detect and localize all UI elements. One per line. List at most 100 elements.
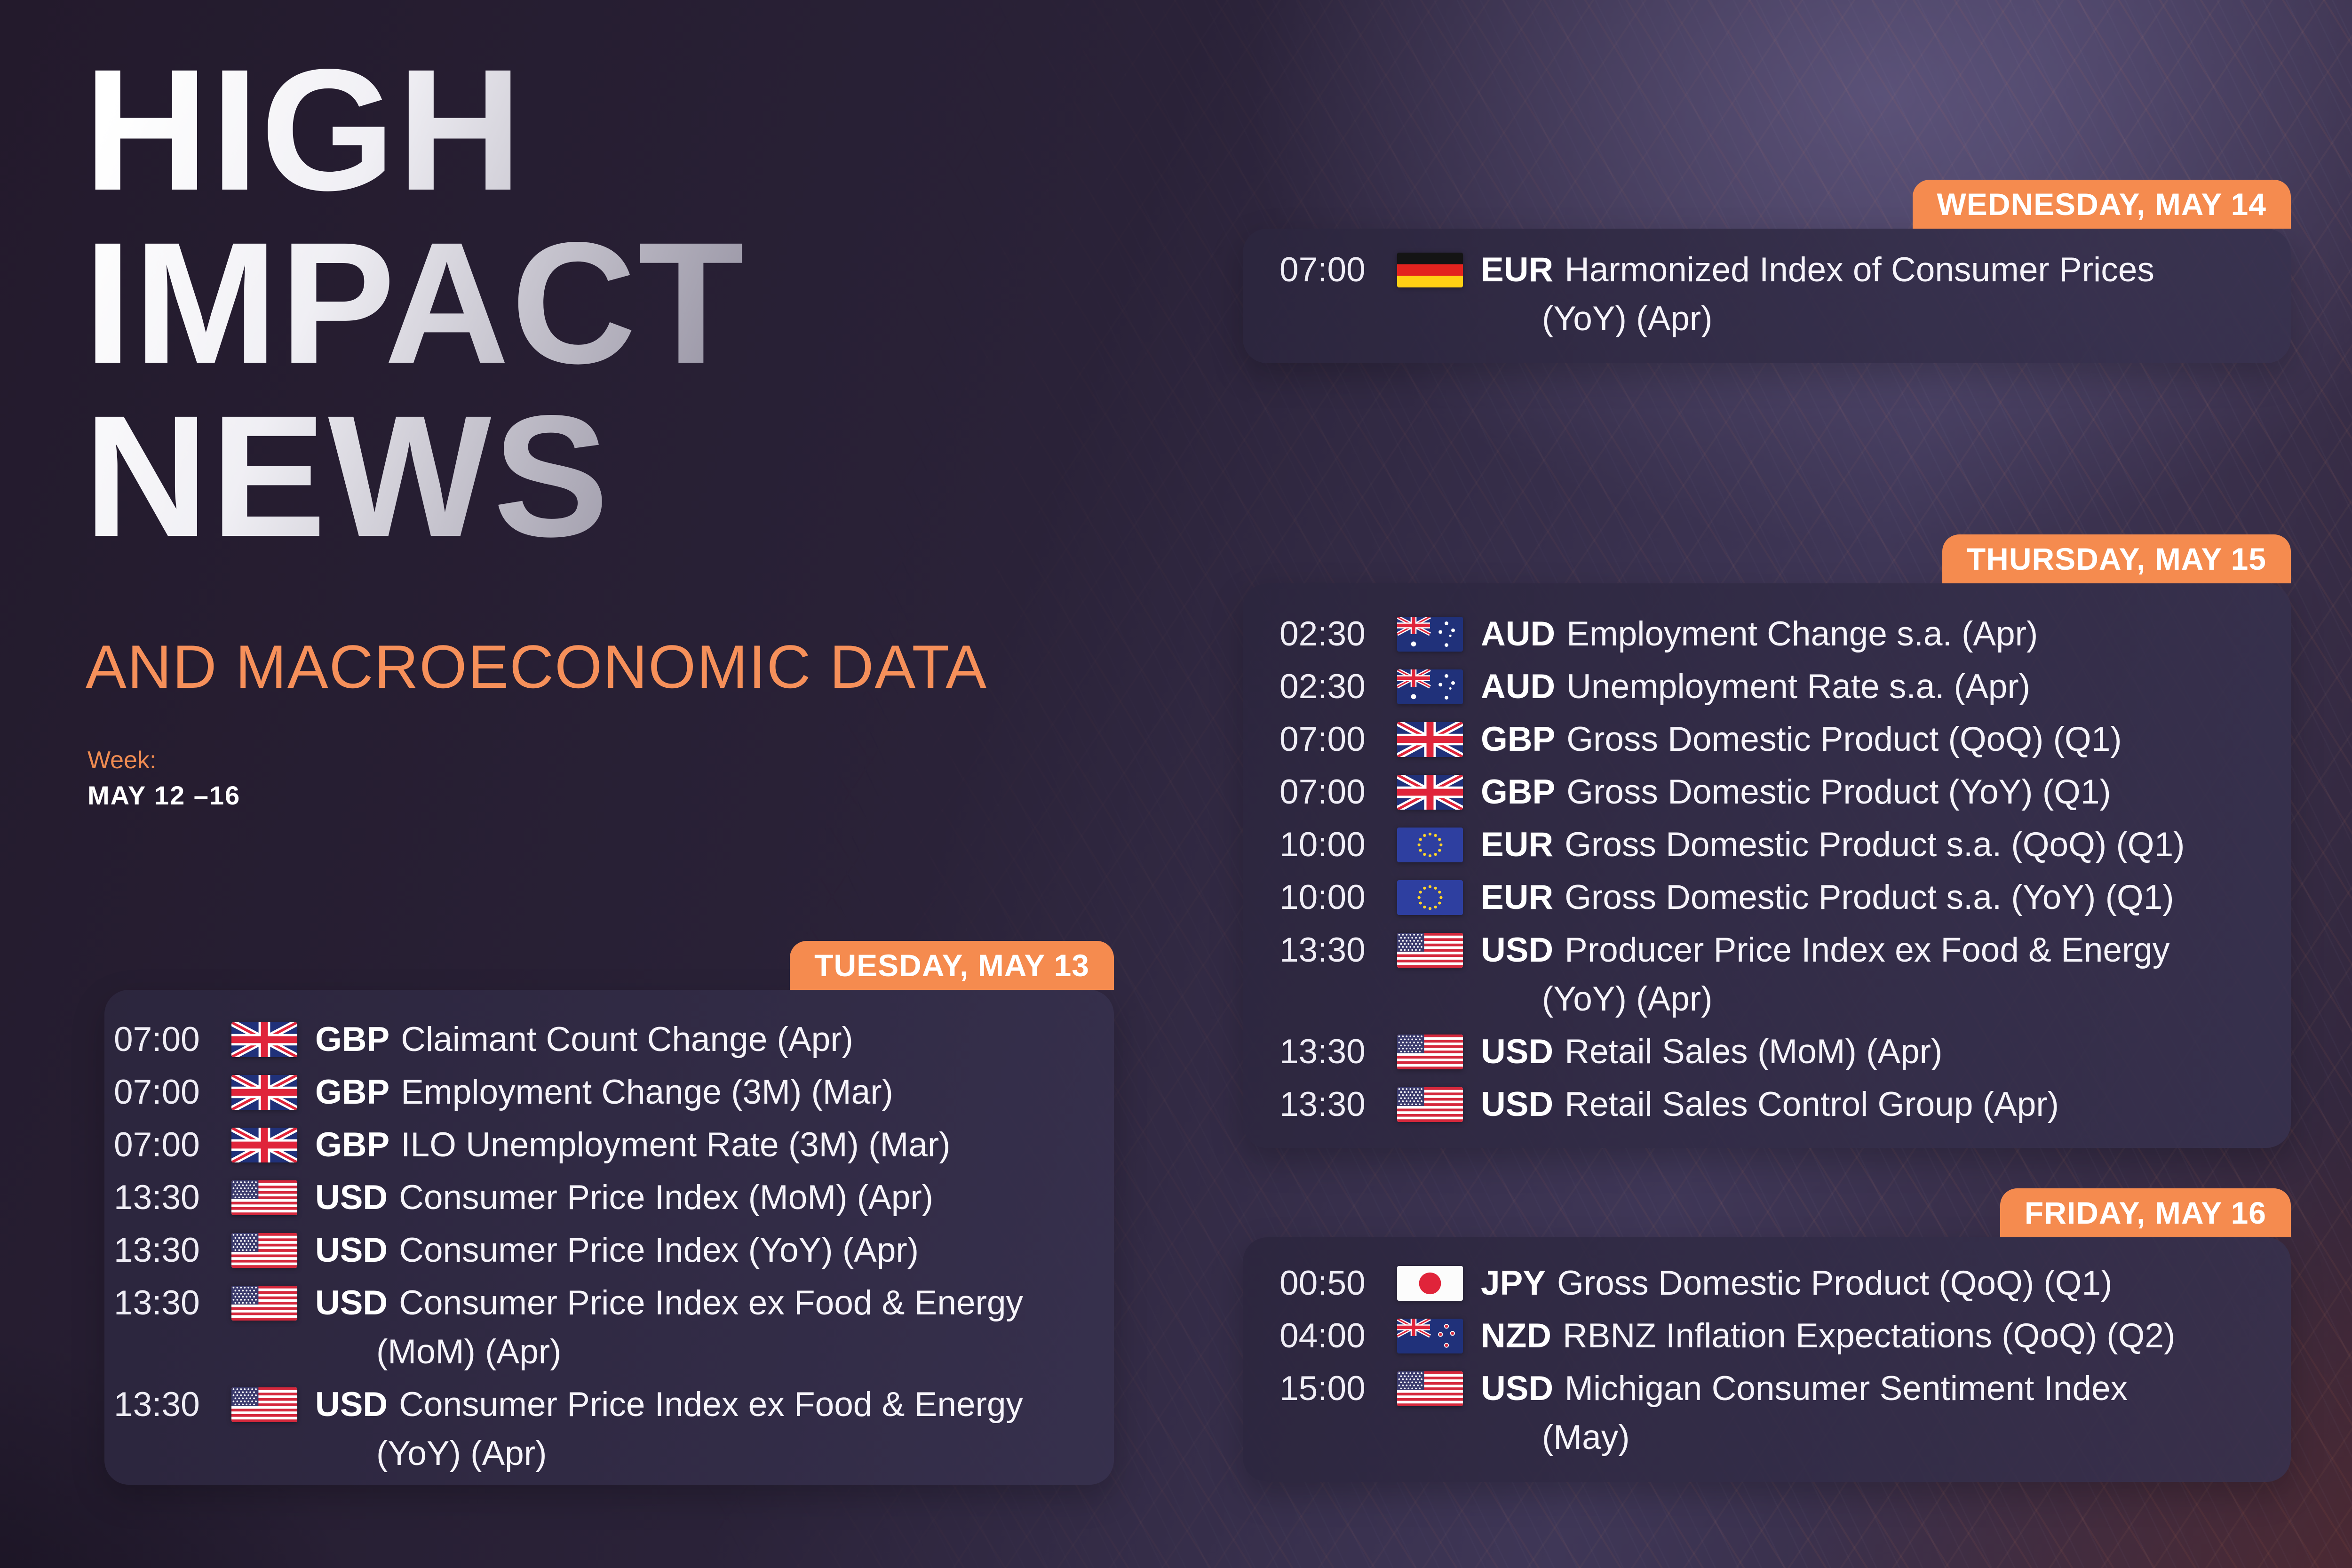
week-label: Week: bbox=[87, 747, 157, 774]
event-text: USD Michigan Consumer Sentiment Index (Ma… bbox=[1481, 1364, 2274, 1462]
event-name: Retail Sales (MoM) (Apr) bbox=[1565, 1033, 1943, 1071]
event-list-friday: 00:50 JPY Gross Domestic Product (QoQ) (Q… bbox=[1243, 1237, 2291, 1462]
event-time: 04:00 bbox=[1279, 1317, 1366, 1355]
event-row: 13:30 USD Retail Sales Control Group (Apr… bbox=[1279, 1080, 2274, 1129]
event-list-thursday: 02:30 AUD Employment Change s.a. (Apr) 02… bbox=[1243, 583, 2291, 1129]
event-time: 13:30 bbox=[1279, 1085, 1366, 1123]
event-row: 10:00 EUR Gross Domestic Product s.a. (Yo… bbox=[1279, 873, 2274, 922]
event-name: Harmonized Index of Consumer Prices bbox=[1565, 251, 2154, 289]
uk-flag-icon bbox=[1397, 775, 1463, 810]
currency-code: USD bbox=[1481, 1369, 1554, 1408]
currency-code: GBP bbox=[1481, 720, 1556, 758]
currency-code: USD bbox=[1481, 1085, 1554, 1123]
event-name: Consumer Price Index (MoM) (Apr) bbox=[399, 1178, 933, 1217]
jp-flag-icon bbox=[1397, 1266, 1463, 1301]
us-flag-icon bbox=[1397, 933, 1463, 968]
currency-code: GBP bbox=[315, 1126, 390, 1164]
currency-code: NZD bbox=[1481, 1317, 1552, 1355]
uk-flag-icon bbox=[231, 1022, 297, 1057]
event-name: Consumer Price Index ex Food & Energy bbox=[399, 1385, 1023, 1424]
currency-code: AUD bbox=[1481, 668, 1556, 706]
event-time: 13:30 bbox=[114, 1385, 200, 1424]
panel-thursday: THURSDAY, MAY 15 02:30 AUD Employment Cha… bbox=[1243, 534, 2291, 1148]
us-flag-icon bbox=[231, 1233, 297, 1268]
currency-code: EUR bbox=[1481, 878, 1554, 916]
event-list-wednesday: 07:00 EUR Harmonized Index of Consumer Pr… bbox=[1243, 229, 2291, 343]
panel-friday: FRIDAY, MAY 16 00:50 JPY Gross Domestic P… bbox=[1243, 1188, 2291, 1482]
event-name: Gross Domestic Product (YoY) (Q1) bbox=[1566, 773, 2111, 811]
event-name: Employment Change s.a. (Apr) bbox=[1566, 615, 2038, 653]
event-row: 13:30 USD Consumer Price Index ex Food & … bbox=[114, 1380, 1097, 1478]
event-name: Retail Sales Control Group (Apr) bbox=[1565, 1085, 2059, 1123]
nz-flag-icon bbox=[1397, 1319, 1463, 1353]
event-time: 02:30 bbox=[1279, 668, 1366, 706]
event-text: GBP ILO Unemployment Rate (3M) (Mar) bbox=[315, 1121, 1097, 1170]
event-time: 07:00 bbox=[1279, 720, 1366, 758]
uk-flag-icon bbox=[1397, 722, 1463, 757]
day-tab-friday: FRIDAY, MAY 16 bbox=[2000, 1188, 2291, 1237]
event-name: Consumer Price Index (YoY) (Apr) bbox=[399, 1231, 919, 1269]
event-name-line2: (May) bbox=[1542, 1418, 1630, 1457]
event-name: Gross Domestic Product (QoQ) (Q1) bbox=[1557, 1264, 2113, 1302]
event-time: 13:30 bbox=[1279, 931, 1366, 969]
week-value: MAY 12 –16 bbox=[87, 780, 241, 810]
event-row: 10:00 EUR Gross Domestic Product s.a. (Qo… bbox=[1279, 820, 2274, 869]
event-row: 00:50 JPY Gross Domestic Product (QoQ) (Q… bbox=[1279, 1259, 2274, 1308]
event-row: 07:00 GBP ILO Unemployment Rate (3M) (Mar… bbox=[114, 1121, 1097, 1170]
event-text: EUR Gross Domestic Product s.a. (QoQ) (Q1… bbox=[1481, 820, 2274, 869]
event-row: 13:30 USD Consumer Price Index ex Food & … bbox=[114, 1279, 1097, 1377]
event-time: 10:00 bbox=[1279, 826, 1366, 864]
event-text: AUD Unemployment Rate s.a. (Apr) bbox=[1481, 662, 2274, 711]
event-text: GBP Employment Change (3M) (Mar) bbox=[315, 1068, 1097, 1117]
event-text: GBP Gross Domestic Product (QoQ) (Q1) bbox=[1481, 715, 2274, 764]
event-text: GBP Gross Domestic Product (YoY) (Q1) bbox=[1481, 768, 2274, 817]
event-time: 15:00 bbox=[1279, 1369, 1366, 1408]
currency-code: EUR bbox=[1481, 251, 1554, 289]
currency-code: GBP bbox=[315, 1020, 390, 1059]
event-row: 07:00 GBP Claimant Count Change (Apr) bbox=[114, 1015, 1097, 1064]
event-name-line2: (YoY) (Apr) bbox=[1542, 980, 1713, 1018]
panel-wednesday: WEDNESDAY, MAY 14 07:00 EUR Harmonized In… bbox=[1243, 180, 2291, 363]
day-tab-wednesday: WEDNESDAY, MAY 14 bbox=[1912, 180, 2291, 229]
event-name: Gross Domestic Product s.a. (QoQ) (Q1) bbox=[1565, 826, 2185, 864]
event-name: Gross Domestic Product s.a. (YoY) (Q1) bbox=[1565, 878, 2174, 916]
us-flag-icon bbox=[1397, 1371, 1463, 1406]
us-flag-icon bbox=[231, 1180, 297, 1215]
event-time: 07:00 bbox=[114, 1126, 200, 1164]
page-subtitle: AND MACROECONOMIC DATA bbox=[86, 632, 988, 701]
event-text: USD Consumer Price Index (YoY) (Apr) bbox=[315, 1226, 1097, 1275]
eu-flag-icon bbox=[1397, 880, 1463, 915]
event-time: 10:00 bbox=[1279, 878, 1366, 916]
currency-code: USD bbox=[315, 1385, 388, 1424]
currency-code: USD bbox=[1481, 1033, 1554, 1071]
event-name: Unemployment Rate s.a. (Apr) bbox=[1566, 668, 2031, 706]
event-time: 07:00 bbox=[114, 1073, 200, 1111]
event-name: Gross Domestic Product (QoQ) (Q1) bbox=[1566, 720, 2122, 758]
day-tab-thursday: THURSDAY, MAY 15 bbox=[1942, 534, 2291, 583]
event-name: ILO Unemployment Rate (3M) (Mar) bbox=[401, 1126, 951, 1164]
event-row: 07:00 EUR Harmonized Index of Consumer Pr… bbox=[1279, 246, 2274, 343]
event-list-tuesday: 07:00 GBP Claimant Count Change (Apr) 07:… bbox=[104, 990, 1114, 1478]
currency-code: GBP bbox=[1481, 773, 1556, 811]
event-name-line2: (YoY) (Apr) bbox=[376, 1434, 547, 1472]
event-text: USD Consumer Price Index ex Food & Energy… bbox=[315, 1380, 1097, 1478]
event-text: USD Producer Price Index ex Food & Energy… bbox=[1481, 926, 2274, 1024]
event-name: Michigan Consumer Sentiment Index bbox=[1565, 1369, 2128, 1408]
event-row: 13:30 USD Retail Sales (MoM) (Apr) bbox=[1279, 1027, 2274, 1076]
event-time: 13:30 bbox=[1279, 1033, 1366, 1071]
event-text: EUR Gross Domestic Product s.a. (YoY) (Q1… bbox=[1481, 873, 2274, 922]
event-row: 13:30 USD Producer Price Index ex Food & … bbox=[1279, 926, 2274, 1024]
event-time: 07:00 bbox=[1279, 251, 1366, 289]
event-row: 13:30 USD Consumer Price Index (MoM) (Apr… bbox=[114, 1173, 1097, 1222]
event-row: 07:00 GBP Employment Change (3M) (Mar) bbox=[114, 1068, 1097, 1117]
au-flag-icon bbox=[1397, 669, 1463, 704]
uk-flag-icon bbox=[231, 1128, 297, 1162]
event-row: 15:00 USD Michigan Consumer Sentiment Ind… bbox=[1279, 1364, 2274, 1462]
currency-code: JPY bbox=[1481, 1264, 1546, 1302]
de-flag-icon bbox=[1397, 253, 1463, 287]
page-title: HIGH IMPACT NEWS bbox=[84, 43, 746, 563]
event-name: Producer Price Index ex Food & Energy bbox=[1565, 931, 2170, 969]
event-text: USD Retail Sales Control Group (Apr) bbox=[1481, 1080, 2274, 1129]
event-name: Consumer Price Index ex Food & Energy bbox=[399, 1284, 1023, 1322]
event-time: 07:00 bbox=[1279, 773, 1366, 811]
